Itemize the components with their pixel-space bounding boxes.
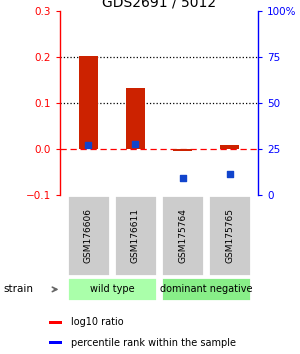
Text: GSM175764: GSM175764 [178,208,187,263]
Text: wild type: wild type [89,284,134,295]
Bar [208,195,251,276]
Point [227,171,232,177]
Bar [161,195,204,276]
Bar [161,278,251,301]
Bar [79,56,98,149]
Bar [49,341,62,344]
Point [133,141,138,147]
Text: dominant negative: dominant negative [160,284,252,295]
Bar [67,278,157,301]
Bar [126,88,145,149]
Text: GSM176606: GSM176606 [84,208,93,263]
Point [180,175,185,181]
Bar [67,195,110,276]
Bar [114,195,157,276]
Title: GDS2691 / 5012: GDS2691 / 5012 [102,0,216,10]
Text: percentile rank within the sample: percentile rank within the sample [70,338,236,348]
Bar [220,145,239,149]
Text: GSM175765: GSM175765 [225,208,234,263]
Text: log10 ratio: log10 ratio [70,317,123,327]
Text: GSM176611: GSM176611 [131,208,140,263]
Bar [49,321,62,324]
Point [86,142,91,148]
Bar [173,149,192,151]
Text: strain: strain [3,284,33,295]
